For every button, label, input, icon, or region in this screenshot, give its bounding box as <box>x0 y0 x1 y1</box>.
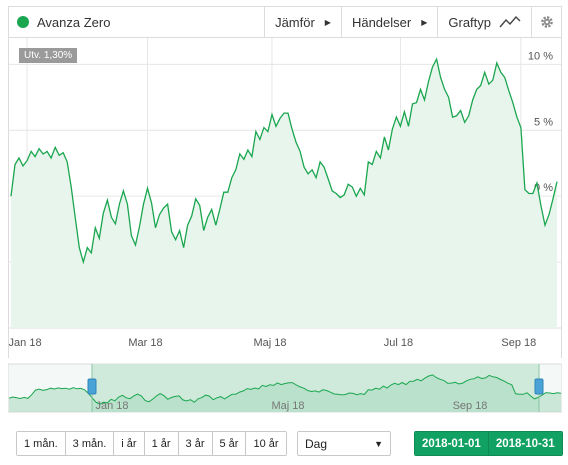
range-1m-button[interactable]: 1 mån. <box>17 432 66 455</box>
x-tick-label: Jan 18 <box>9 337 42 349</box>
range-navigator[interactable]: Jan 18 Maj 18 Sep 18 <box>7 362 563 416</box>
caret-right-icon: ▶ <box>324 17 331 27</box>
range-3m-button[interactable]: 3 mån. <box>65 432 115 455</box>
navigator-drag-handle[interactable] <box>534 378 544 395</box>
gear-icon <box>540 16 553 28</box>
series-line <box>10 57 558 265</box>
compare-label: Jämför <box>275 14 315 30</box>
range-3y-button[interactable]: 3 år <box>178 432 213 455</box>
line-chart-icon <box>499 15 521 28</box>
range-1y-button[interactable]: 1 år <box>144 432 179 455</box>
events-label: Händelser <box>351 14 412 30</box>
graph-type-label: Graftyp <box>448 14 491 30</box>
period-select[interactable]: Dag ▼ <box>297 431 391 456</box>
y-tick-label: 5 % <box>534 116 553 128</box>
change-badge: Utv. 1,30% <box>19 48 78 63</box>
navigator-x-label: Sep 18 <box>453 400 488 412</box>
settings-button[interactable] <box>531 7 561 37</box>
navigator-drag-handle[interactable] <box>87 378 97 395</box>
date-to-button[interactable]: 2018-10-31 <box>487 432 562 455</box>
x-tick-label: Mar 18 <box>128 337 162 349</box>
navigator-x-label: Maj 18 <box>271 400 304 412</box>
series-legend: Avanza Zero <box>9 7 264 37</box>
series-area <box>11 59 557 328</box>
chevron-down-icon: ▼ <box>374 438 383 449</box>
range-10y-button[interactable]: 10 år <box>246 432 286 455</box>
navigator-line <box>8 374 562 405</box>
range-ytd-button[interactable]: i år <box>114 432 145 455</box>
series-color-dot <box>17 16 29 28</box>
y-tick-label: 10 % <box>528 50 553 62</box>
x-tick-label: Sep 18 <box>501 337 536 349</box>
navigator-x-label: Jan 18 <box>95 400 128 412</box>
graph-type-button[interactable]: Graftyp <box>437 7 531 37</box>
chart-header: Avanza Zero Jämför ▶ Händelser ▶ Graftyp <box>8 6 562 38</box>
caret-right-icon: ▶ <box>421 17 428 27</box>
series-name: Avanza Zero <box>37 14 111 30</box>
period-select-value: Dag <box>305 436 328 451</box>
x-tick-label: Jul 18 <box>384 337 413 349</box>
range-5y-button[interactable]: 5 år <box>212 432 247 455</box>
navigator-plot: Jan 18 Maj 18 Sep 18 <box>7 363 563 413</box>
events-button[interactable]: Händelser ▶ <box>340 7 437 37</box>
navigator-area <box>9 374 561 412</box>
date-range: 2018-01-01 2018-10-31 <box>414 431 563 456</box>
compare-button[interactable]: Jämför ▶ <box>264 7 341 37</box>
range-button-group: 1 mån. 3 mån. i år 1 år 3 år 5 år 10 år <box>16 431 287 456</box>
x-tick-label: Maj 18 <box>253 337 286 349</box>
date-from-button[interactable]: 2018-01-01 <box>415 432 488 455</box>
